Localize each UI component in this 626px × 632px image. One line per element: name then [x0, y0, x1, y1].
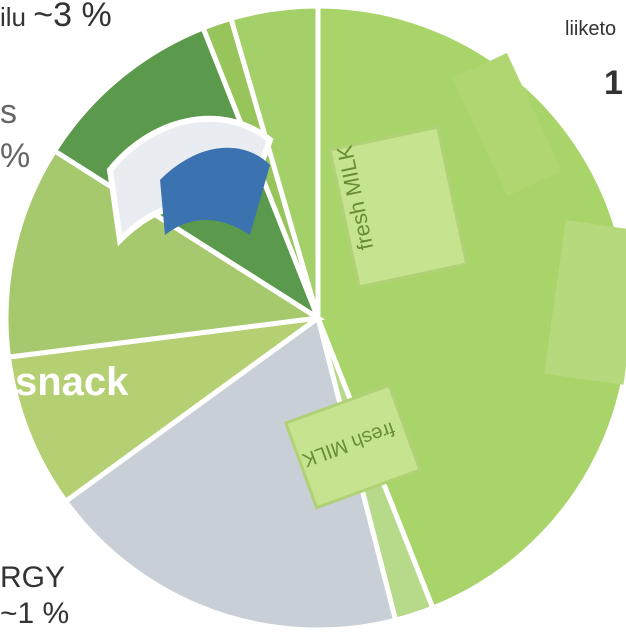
label-bottom-left-line2: ~1 %	[0, 597, 70, 630]
pie-slice-chips	[3, 147, 326, 360]
label-top-left-prefix: ilu	[0, 2, 27, 32]
label-bottom-left-line1: RGY	[0, 561, 66, 594]
label-left-fragment-1: s	[0, 93, 17, 131]
label-left-fragment: s %	[0, 90, 30, 178]
label-top-left-value: ~3 %	[33, 0, 112, 34]
milk-carton-icon-2: fresh MILK	[283, 383, 422, 510]
snack-pack-label: snack	[15, 360, 129, 404]
label-top-left: ilu ~3 %	[0, 0, 112, 32]
label-right-fragment: liiketo	[565, 18, 617, 40]
milk-carton-top-icon	[452, 52, 562, 197]
label-right-value: 1	[604, 64, 623, 102]
slice-decorations: fresh MILK fresh MILK snack	[15, 52, 626, 510]
label-bottom-left: RGY ~1 %	[0, 560, 69, 632]
magazine-blue-page-icon	[160, 147, 270, 235]
label-left-fragment-2: %	[0, 137, 31, 175]
pie-slice-snack	[5, 315, 320, 505]
pie-slice-lower	[227, 3, 321, 319]
pie-slice-magazine	[62, 313, 399, 632]
milk-carton-side-icon	[544, 220, 626, 385]
